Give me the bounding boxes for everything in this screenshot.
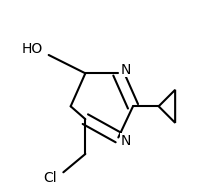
Text: N: N — [120, 63, 131, 77]
Text: Cl: Cl — [44, 171, 57, 185]
Text: HO: HO — [22, 42, 43, 57]
Text: N: N — [120, 134, 131, 148]
